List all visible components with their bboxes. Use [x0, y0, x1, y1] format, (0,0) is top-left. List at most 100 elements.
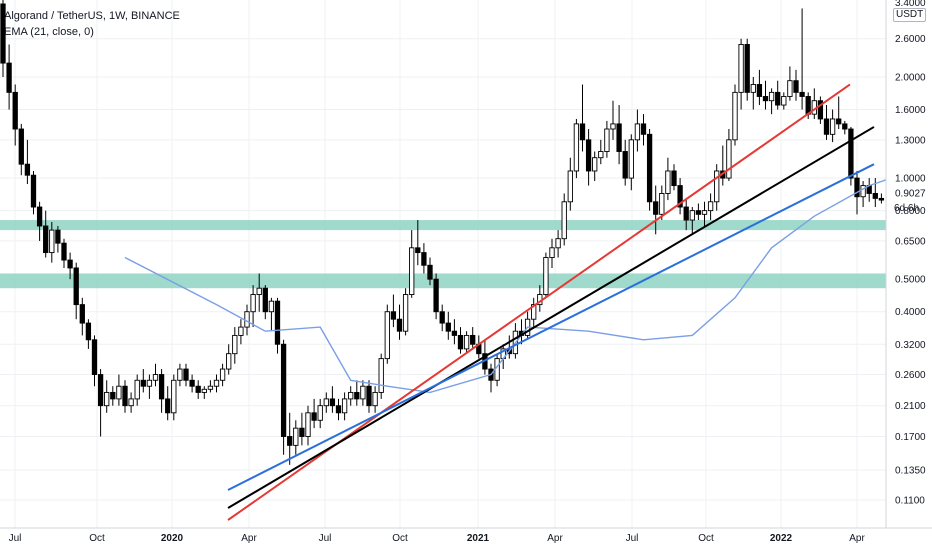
price-tick-label: 0.5000: [895, 275, 926, 286]
candle: [85, 319, 92, 349]
candle: [116, 374, 122, 406]
candle-body-down: [775, 91, 781, 106]
candle-body-up: [860, 185, 866, 198]
candle-body-up: [561, 201, 567, 240]
candle: [555, 230, 561, 258]
candle-body-up: [238, 326, 244, 336]
candle-body-down: [470, 334, 476, 345]
candle: [744, 38, 750, 101]
symbol-title[interactable]: Algorand / TetherUS, 1W, BINANCE: [4, 10, 180, 22]
candle-body-down: [280, 343, 287, 437]
candle: [616, 105, 622, 165]
price-tick-label: 0.1100: [895, 496, 925, 507]
support-zone-1: [0, 220, 886, 231]
candle: [268, 297, 275, 332]
candle: [610, 100, 616, 140]
candle-body-down: [61, 242, 67, 261]
candle: [524, 311, 531, 340]
candle-body-up: [701, 210, 708, 215]
candle: [73, 262, 79, 320]
indicator-label[interactable]: EMA (21, close, 0): [4, 26, 94, 38]
candle: [305, 405, 311, 446]
currency-badge[interactable]: USDT: [893, 8, 927, 22]
candle-body-up: [750, 84, 756, 93]
candle: [177, 363, 183, 387]
candle: [775, 80, 781, 110]
candle: [793, 69, 799, 101]
candle: [878, 193, 885, 204]
candle-body-down: [158, 374, 165, 400]
candle: [683, 198, 689, 231]
candle-body-down: [823, 118, 830, 135]
candle-body-down: [396, 318, 403, 332]
candle: [30, 170, 37, 215]
candle-body-up: [787, 80, 793, 97]
candle-body-up: [598, 151, 604, 159]
candle-body-down: [91, 339, 98, 375]
candle-body-up: [305, 412, 311, 437]
candle: [439, 304, 445, 332]
candle: [622, 139, 628, 186]
candle-body-down: [616, 123, 622, 152]
candle: [171, 374, 177, 421]
candle-body-up: [634, 123, 641, 141]
candle: [860, 181, 866, 208]
candle-body-down: [799, 91, 805, 97]
candle: [573, 118, 580, 179]
candle: [470, 327, 476, 349]
time-tick-label: Oct: [392, 533, 408, 544]
price-tick-label: 0.4000: [895, 307, 926, 318]
candle-body-down: [165, 398, 171, 414]
price-tick-label: 0.3200: [895, 340, 926, 351]
candle-body-up: [116, 385, 122, 400]
candle-body-up: [402, 294, 409, 332]
candle: [396, 304, 403, 340]
candle-body-down: [354, 391, 360, 400]
candle: [402, 288, 409, 336]
candle: [701, 201, 708, 226]
candle-body-down: [677, 185, 683, 208]
candle: [787, 66, 793, 101]
candle: [12, 84, 18, 146]
grid-layer: [0, 0, 886, 528]
price-tick-label: 1.0000: [895, 174, 926, 185]
candle-body-up: [104, 391, 110, 407]
candle: [457, 327, 464, 354]
candle: [531, 297, 537, 328]
candle: [488, 363, 494, 393]
candle-body-down: [756, 84, 763, 97]
price-tick-label: 1.6000: [895, 105, 926, 116]
candle: [299, 412, 305, 446]
candle: [329, 386, 336, 413]
candle: [549, 238, 555, 268]
time-tick-label: Jul: [9, 533, 22, 544]
time-scale[interactable]: Jul Oct 2020 Apr Jul Oct 2021 Apr Jul Oct 2022 Apr: [0, 527, 932, 544]
price-tick-label: 0.2600: [895, 370, 926, 381]
candle-body-up: [293, 427, 299, 446]
candle-body-up: [49, 229, 55, 254]
candle: [689, 207, 695, 235]
candle: [799, 8, 805, 110]
horizontal-zones: [0, 220, 886, 289]
candle: [97, 369, 104, 437]
price-scale-bg: [886, 0, 932, 550]
candle: [18, 123, 24, 176]
candle-body-up: [360, 385, 366, 400]
candle-body-up: [555, 238, 561, 249]
candle: [726, 129, 732, 182]
candle: [372, 386, 378, 413]
candle-body-down: [110, 391, 116, 400]
price-scale[interactable]: 0.1100 0.1350 0.1700 0.2100 0.2600 0.3200 0.40…: [885, 0, 932, 550]
candle: [762, 80, 769, 110]
candle: [183, 363, 189, 387]
candle-body-up: [409, 247, 415, 295]
candle: [226, 344, 232, 375]
candle-body-up: [232, 334, 238, 355]
candle-body-down: [695, 210, 702, 215]
candle-body-up: [244, 311, 250, 328]
candle-body-up: [604, 128, 610, 152]
candle-body-down: [579, 123, 586, 141]
candle-body-down: [18, 128, 24, 165]
